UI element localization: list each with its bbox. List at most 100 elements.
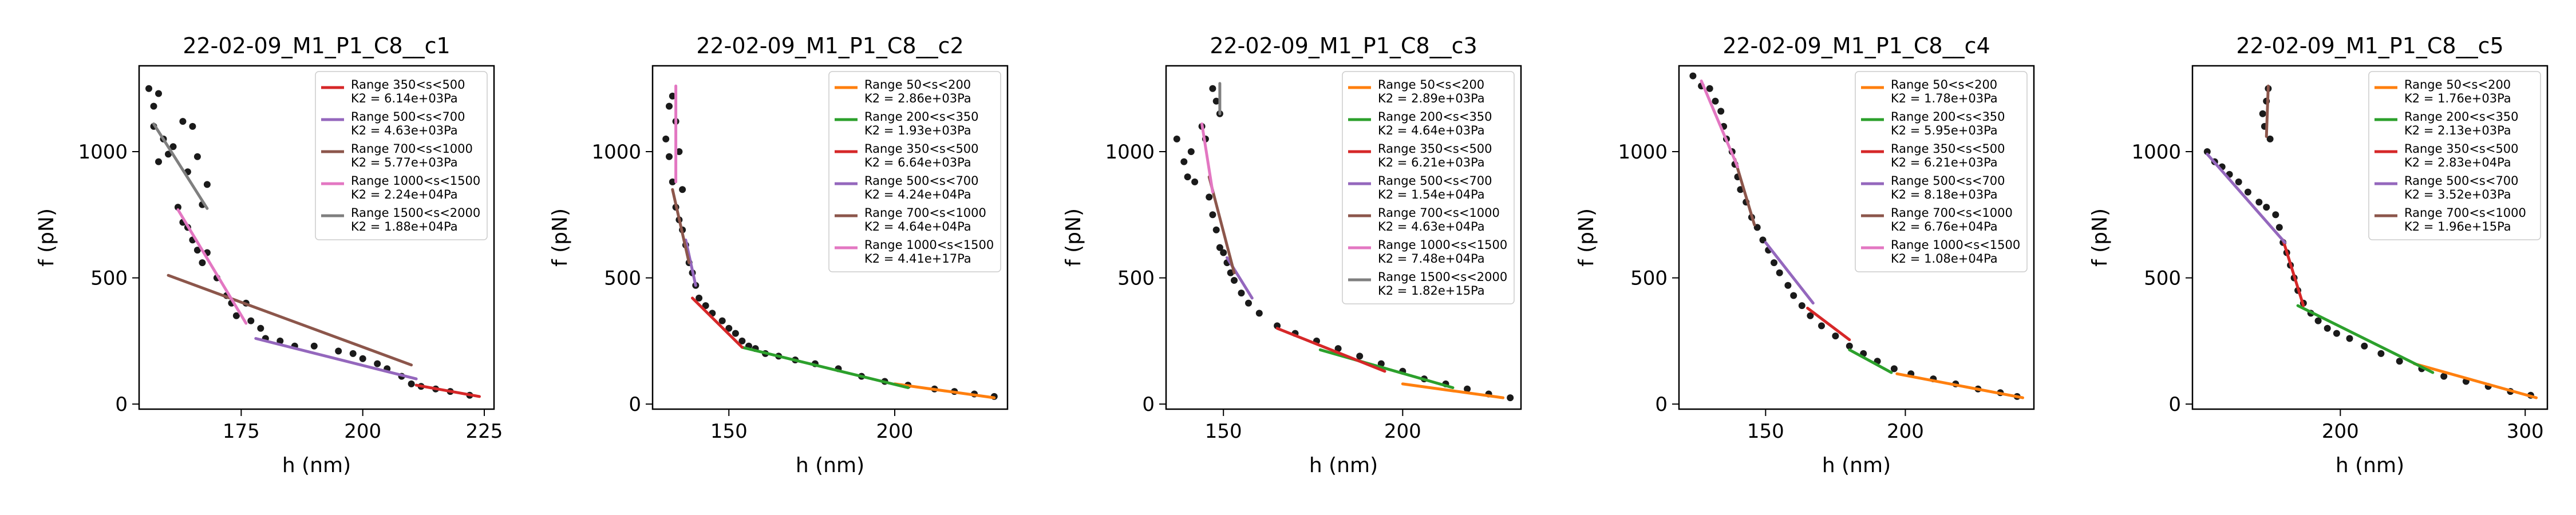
data-point (1890, 365, 1898, 373)
fit-line (671, 188, 691, 264)
legend-entry-name: Range 200<s<350 (1378, 110, 1492, 124)
data-point (1238, 290, 1245, 297)
y-tick-label: 500 (90, 267, 128, 290)
fit-line (684, 238, 697, 287)
data-point (1231, 277, 1238, 284)
fit-line (1200, 122, 1214, 194)
fit-line (1275, 327, 1386, 373)
data-point (2377, 350, 2385, 357)
legend-entry-k2: K2 = 4.41e+17Pa (864, 252, 971, 266)
legend-entry-name: Range 50<s<200 (2404, 78, 2511, 92)
y-axis-label: f (pN) (35, 208, 58, 267)
data-point (1191, 178, 1199, 185)
legend-entry-name: Range 500<s<700 (351, 110, 465, 124)
data-point (374, 360, 381, 367)
fit-line (1318, 348, 1455, 389)
data-point (675, 148, 683, 155)
legend-box (1342, 71, 1515, 304)
legend-entry-name: Range 700<s<1000 (1891, 206, 2013, 220)
x-tick-label: 200 (344, 420, 381, 443)
legend-entry-name: Range 50<s<200 (864, 78, 971, 92)
data-point (2440, 373, 2448, 380)
legend-entry-k2: K2 = 2.13e+03Pa (2404, 124, 2511, 137)
legend-entry-k2: K2 = 1.96e+15Pa (2404, 220, 2511, 233)
x-tick-label: 200 (1887, 420, 1924, 443)
data-point (2255, 199, 2263, 206)
y-tick-label: 500 (1117, 267, 1155, 290)
fit-line (2206, 152, 2286, 244)
data-point (1464, 385, 1471, 393)
data-point (232, 312, 240, 319)
x-tick-label: 175 (223, 420, 260, 443)
fit-line (1806, 307, 1851, 342)
data-point (1507, 394, 1514, 402)
legend-entry-name: Range 350<s<500 (351, 78, 465, 92)
fit-line (152, 122, 209, 210)
fit-line (2281, 238, 2305, 307)
legend-entry-k2: K2 = 4.24e+04Pa (864, 188, 971, 201)
data-point (2324, 324, 2331, 332)
legend-entry-name: Range 350<s<500 (864, 142, 979, 156)
data-point (666, 153, 673, 160)
x-tick-label: 300 (2507, 420, 2544, 443)
data-point (165, 150, 172, 158)
legend-entry-k2: K2 = 4.63e+04Pa (1378, 220, 1485, 233)
y-tick-label: 0 (1142, 393, 1155, 416)
data-point (359, 355, 366, 362)
y-axis-label: f (pN) (2088, 208, 2112, 267)
data-point (1334, 345, 1342, 352)
data-point (725, 324, 733, 332)
data-point (174, 204, 181, 211)
y-tick-label: 1000 (2131, 141, 2181, 164)
data-point (1706, 85, 1713, 92)
legend-entry-k2: K2 = 2.83e+04Pa (2404, 156, 2511, 169)
legend-entry-k2: K2 = 6.64e+03Pa (864, 156, 971, 169)
fit-line (1764, 241, 1815, 305)
legend-entry-k2: K2 = 1.08e+04Pa (1891, 252, 1998, 266)
data-point (169, 143, 177, 150)
legend-entry-name: Range 1000<s<1500 (351, 174, 480, 188)
data-point (193, 153, 201, 160)
y-tick-label: 0 (1655, 393, 1668, 416)
legend-entry-name: Range 350<s<500 (1378, 142, 1492, 156)
data-point (669, 92, 676, 100)
legend-entry-name: Range 500<s<700 (864, 174, 979, 188)
data-point (408, 380, 415, 387)
data-point (1832, 332, 1839, 340)
fit-line (2296, 304, 2435, 374)
y-tick-label: 0 (115, 393, 128, 416)
data-point (1209, 211, 1216, 219)
x-tick-label: 150 (710, 420, 748, 443)
x-axis-label: h (nm) (1309, 454, 1378, 477)
x-axis-label: h (nm) (796, 454, 864, 477)
data-point (1212, 226, 1220, 233)
legend-entry-k2: K2 = 2.24e+04Pa (351, 188, 458, 201)
axes-frame (2191, 65, 2549, 410)
y-tick-label: 1000 (1105, 141, 1155, 164)
legend-entry-k2: K2 = 5.95e+03Pa (1891, 124, 1998, 137)
data-point (1206, 193, 1213, 201)
chart-panel-4: 22-02-09_M1_P1_C8__c4 150 200 0 500 1000 h (nm… (1575, 33, 2035, 477)
fit-line (167, 274, 413, 367)
x-tick-label: 200 (876, 420, 914, 443)
legend-entry-name: Range 200<s<350 (1891, 110, 2005, 124)
y-tick-label: 1000 (78, 141, 128, 164)
x-axis-label: h (nm) (2336, 454, 2404, 477)
y-axis-label: f (pN) (1575, 208, 1598, 267)
fit-line (740, 346, 910, 389)
legend-entry-name: Range 200<s<350 (2404, 110, 2519, 124)
legend-entry-k2: K2 = 1.76e+03Pa (2404, 92, 2511, 105)
chart-title: 22-02-09_M1_P1_C8__c2 (696, 33, 963, 58)
fit-line (2265, 84, 2270, 138)
data-point (1798, 302, 1805, 310)
x-axis-label: h (nm) (282, 454, 351, 477)
data-point (1818, 322, 1825, 330)
y-tick-label: 0 (2168, 393, 2181, 416)
data-point (1180, 158, 1188, 165)
axes-frame (1678, 65, 2035, 410)
y-tick-label: 0 (629, 393, 641, 416)
data-point (199, 259, 206, 267)
data-point (2203, 148, 2211, 155)
chart-panel-1: 22-02-09_M1_P1_C8__c1 175 200 225 0 500 1000 h … (35, 33, 503, 477)
data-point (1220, 249, 1227, 256)
